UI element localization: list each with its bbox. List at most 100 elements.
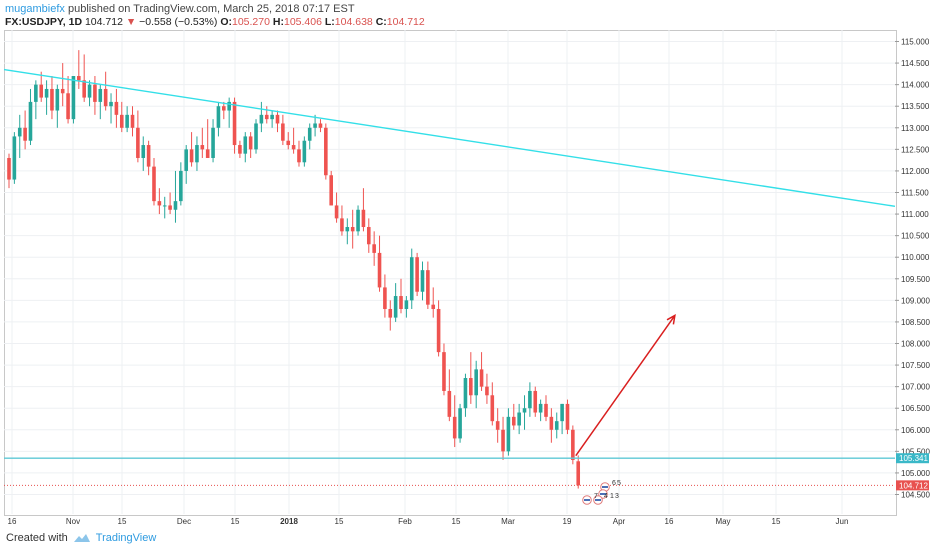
- time-axis: 16 Nov 15 Dec 15 2018 15 Feb 15 Mar 19 Apr 16 May 15 Ju…: [8, 517, 849, 526]
- event-marker-count: 4: [604, 493, 608, 500]
- candle-up: [404, 300, 409, 309]
- price-tick-label: 107.000: [901, 383, 930, 392]
- projection-arrow: [575, 315, 676, 457]
- candle-down: [136, 127, 140, 158]
- close-value: 104.712: [386, 16, 425, 28]
- candle-down: [119, 114, 124, 128]
- time-tick-label: Mar: [501, 517, 515, 526]
- support-price-label-bg: [896, 453, 929, 464]
- candle-down: [281, 123, 285, 141]
- candle-down: [39, 84, 44, 98]
- candle-down: [60, 88, 65, 94]
- event-marker-count: 1: [610, 493, 614, 500]
- candle-up: [44, 88, 49, 98]
- candle-up: [179, 170, 183, 202]
- candle-down: [576, 461, 581, 486]
- candle-down: [511, 416, 516, 426]
- change-value: −0.558 (−0.53%): [139, 16, 218, 28]
- candle-up: [12, 136, 17, 180]
- candle-up: [141, 145, 146, 158]
- price-tick-label: 111.000: [901, 210, 929, 219]
- time-tick-label: 2018: [280, 517, 298, 526]
- candle-down: [222, 106, 226, 111]
- candle-up: [71, 76, 76, 120]
- candle-up: [393, 296, 398, 318]
- price-tick-label: 105.000: [901, 469, 930, 478]
- candle-down: [130, 114, 135, 128]
- candle-down: [157, 201, 162, 206]
- candle-up: [109, 101, 113, 107]
- candle-down: [7, 157, 11, 180]
- time-tick-label: 15: [452, 517, 461, 526]
- candle-down: [495, 421, 500, 430]
- event-flag-stripe: [602, 486, 608, 488]
- candle-down: [361, 209, 366, 228]
- candle-down: [490, 395, 495, 422]
- candle-down: [366, 227, 371, 245]
- price-tick-label: 110.500: [901, 232, 930, 241]
- time-tick-label: 15: [335, 517, 344, 526]
- brand-name[interactable]: TradingView: [95, 532, 157, 544]
- candle-down: [152, 166, 156, 202]
- candles: [7, 50, 581, 489]
- candle-down: [431, 304, 436, 309]
- time-tick-label: 16: [665, 517, 674, 526]
- high-value: 105.406: [283, 16, 322, 28]
- event-flag-stripe: [584, 499, 590, 501]
- candle-up: [560, 403, 564, 422]
- price-tick-label: 113.000: [901, 124, 930, 133]
- candle-down: [286, 140, 291, 146]
- candle-up: [302, 140, 307, 163]
- candle-down: [383, 287, 387, 309]
- price-tick-label: 110.000: [901, 253, 930, 262]
- tradingview-logo-icon: [73, 534, 90, 542]
- ohlc-legend: FX:USDJPY, 1D 104.712 ▼ −0.558 (−0.53%) …: [5, 16, 425, 28]
- candle-down: [189, 149, 194, 163]
- candle-up: [184, 149, 189, 171]
- candle-up: [162, 205, 167, 207]
- candle-up: [227, 101, 231, 111]
- candle-up: [270, 114, 274, 120]
- price-axis: 115.000 114.500 114.000 113.500 113.000 112.5…: [895, 38, 930, 500]
- candle-down: [372, 244, 376, 253]
- time-tick-label: Nov: [66, 517, 80, 526]
- candle-up: [195, 145, 199, 163]
- candle-down: [436, 308, 441, 353]
- candle-up: [313, 123, 317, 128]
- candle-down: [324, 127, 328, 176]
- price-tick-label: 113.500: [901, 102, 930, 111]
- support-price-label: 105.341: [899, 454, 928, 463]
- price-tick-label: 106.000: [901, 426, 930, 435]
- candle-down: [452, 416, 457, 439]
- candle-down: [146, 145, 151, 167]
- time-tick-label: 19: [563, 517, 572, 526]
- candle-up: [506, 416, 511, 452]
- close-label: C:: [375, 16, 387, 28]
- event-marker-count: 5: [617, 480, 621, 487]
- candle-down: [50, 88, 54, 111]
- time-tick-label: Feb: [398, 517, 412, 526]
- candle-down: [82, 80, 86, 98]
- high-label: H:: [272, 16, 284, 28]
- time-tick-label: 15: [118, 517, 127, 526]
- price-tick-label: 112.000: [901, 167, 930, 176]
- publish-text: published on TradingView.com, March 25, …: [64, 3, 355, 15]
- low-label: L:: [324, 16, 335, 28]
- price-tick-label: 109.500: [901, 275, 930, 284]
- candle-down: [485, 386, 489, 396]
- time-tick-label: 15: [772, 517, 781, 526]
- time-tick-label: 15: [231, 517, 240, 526]
- candle-down: [544, 403, 548, 417]
- price-tick-label: 115.000: [901, 38, 930, 47]
- candle-up: [55, 88, 60, 111]
- candle-down: [168, 205, 172, 210]
- candle-down: [549, 416, 554, 430]
- candle-up: [173, 201, 178, 210]
- candle-down: [501, 429, 505, 452]
- candle-down: [23, 127, 27, 141]
- price-tick-label: 112.500: [901, 145, 930, 154]
- candle-up: [34, 84, 38, 102]
- price-tick-label: 106.500: [901, 404, 930, 413]
- author-name[interactable]: mugambiefx: [5, 3, 65, 15]
